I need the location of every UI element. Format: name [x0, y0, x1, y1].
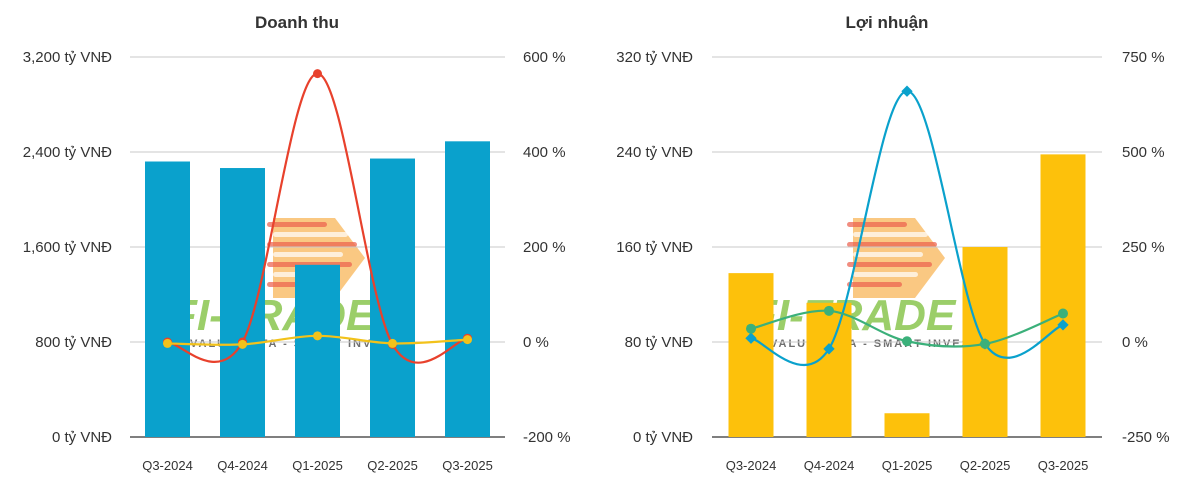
- y-left-tick-label: 3,200 tỷ VNĐ: [23, 49, 112, 66]
- series-point: [824, 305, 834, 316]
- bar-Q1-2025: [295, 264, 340, 437]
- watermark-stripe: [853, 232, 928, 237]
- y-right-tick-label: 400 %: [523, 144, 566, 161]
- y-right-tick-label: 500 %: [1122, 144, 1165, 161]
- y-left-tick-label: 0 tỷ VNĐ: [52, 429, 112, 446]
- bar-Q3-2025: [1040, 154, 1086, 437]
- y-right-tick-label: 600 %: [523, 49, 566, 66]
- chart-panel-1: Doanh thu 0 tỷ VNĐ 800 tỷ VNĐ 1,600 tỷ VNĐ 2…: [23, 13, 571, 473]
- series-point: [746, 323, 756, 334]
- y-left-tick-label: 0 tỷ VNĐ: [633, 429, 693, 446]
- y-left-tick-label: 160 tỷ VNĐ: [616, 239, 693, 256]
- chart-panel-2: Lợi nhuận 0 tỷ VNĐ 80 tỷ VNĐ 160 tỷ VNĐ 240 …: [616, 13, 1169, 473]
- y-left-tick-label: 800 tỷ VNĐ: [35, 334, 112, 351]
- series-point: [980, 338, 990, 349]
- watermark-stripe: [853, 252, 923, 257]
- watermark-stripe: [853, 272, 918, 277]
- series-point: [1058, 308, 1068, 319]
- y-right-tick-label: 200 %: [523, 239, 566, 256]
- watermark-stripe: [267, 222, 327, 227]
- series-point: [1057, 319, 1069, 331]
- y-left-tick-label: 240 tỷ VNĐ: [616, 144, 693, 161]
- bar-Q3-2025: [445, 141, 490, 437]
- bar-Q3-2024: [728, 273, 774, 437]
- watermark-chevron: [853, 218, 945, 298]
- y-right-tick-label: -200 %: [523, 429, 571, 446]
- chart-title: Doanh thu: [255, 13, 339, 32]
- watermark-stripe: [847, 242, 937, 247]
- x-tick-label: Q1-2025: [882, 458, 933, 473]
- plot-layer: Doanh thu 0 tỷ VNĐ 800 tỷ VNĐ 1,600 tỷ VNĐ 2…: [23, 13, 1170, 473]
- x-tick-label: Q2-2025: [960, 458, 1011, 473]
- watermark-stripe: [847, 282, 902, 287]
- x-tick-label: Q3-2024: [142, 458, 193, 473]
- x-tick-label: Q2-2025: [367, 458, 418, 473]
- series-point: [745, 332, 757, 344]
- y-right-tick-label: 750 %: [1122, 49, 1165, 66]
- x-tick-label: Q3-2025: [1038, 458, 1089, 473]
- series-point: [902, 336, 912, 347]
- watermark-brand: FI-TRADE: [750, 291, 957, 340]
- bar-Q1-2025: [884, 413, 930, 437]
- x-tick-label: Q4-2024: [217, 458, 268, 473]
- bar-Q4-2024: [806, 302, 852, 437]
- x-tick-label: Q1-2025: [292, 458, 343, 473]
- series-point: [463, 335, 472, 345]
- x-tick-label: Q3-2025: [442, 458, 493, 473]
- watermark-stripe: [847, 262, 932, 267]
- bar-Q3-2024: [145, 161, 190, 437]
- watermark-stripe: [847, 222, 907, 227]
- series-point: [163, 338, 172, 348]
- y-right-tick-label: -250 %: [1122, 429, 1170, 446]
- series-point: [313, 69, 322, 79]
- series-point: [388, 338, 397, 348]
- y-right-tick-label: 0 %: [523, 334, 549, 351]
- watermark-stripe: [273, 252, 343, 257]
- watermark-tagline: VALUE DATA - SMART INVEST: [770, 338, 980, 350]
- watermark-stripe: [273, 232, 348, 237]
- y-right-tick-label: 0 %: [1122, 334, 1148, 351]
- x-tick-label: Q4-2024: [804, 458, 855, 473]
- watermark-stripe: [267, 242, 357, 247]
- chart-title: Lợi nhuận: [846, 13, 929, 32]
- series-point: [313, 331, 322, 341]
- bar-Q4-2024: [220, 168, 265, 437]
- series-point: [901, 85, 913, 97]
- y-left-tick-label: 320 tỷ VNĐ: [616, 49, 693, 66]
- y-right-tick-label: 250 %: [1122, 239, 1165, 256]
- watermark-brand: FI-TRADE: [170, 291, 377, 340]
- y-left-tick-label: 2,400 tỷ VNĐ: [23, 144, 112, 161]
- x-tick-label: Q3-2024: [726, 458, 777, 473]
- series-point: [238, 339, 247, 349]
- y-left-tick-label: 1,600 tỷ VNĐ: [23, 239, 112, 256]
- y-left-tick-label: 80 tỷ VNĐ: [625, 334, 694, 351]
- series-point: [823, 343, 835, 355]
